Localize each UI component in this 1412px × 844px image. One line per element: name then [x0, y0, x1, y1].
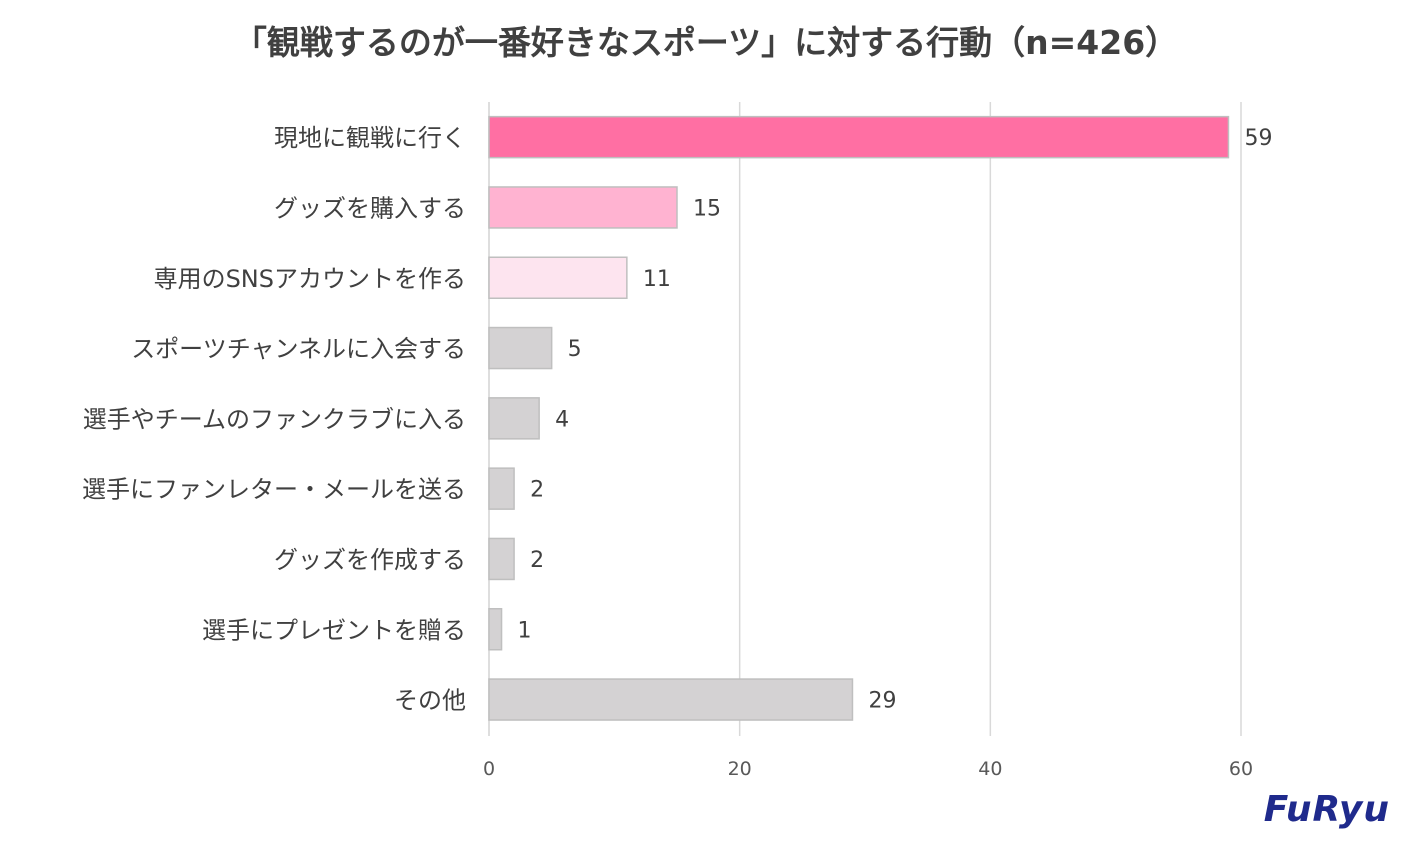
bar: [488, 115, 1230, 159]
bar: [488, 256, 628, 299]
x-axis-ticks: 0 20 40 60: [483, 758, 1253, 780]
chart-title: 「観戦するのが一番好きなスポーツ」に対する行動（n=426）: [233, 23, 1179, 62]
x-tick-label: 20: [728, 758, 752, 780]
bar: [488, 608, 503, 651]
data-label: 4: [555, 407, 569, 432]
category-label: その他: [394, 687, 466, 715]
data-label: 59: [1244, 126, 1272, 151]
bar: [488, 186, 678, 229]
category-label: グッズを購入する: [274, 194, 466, 222]
category-label: グッズを作成する: [274, 546, 466, 574]
category-label: 現地に観戦に行く: [274, 124, 466, 152]
category-label: 選手にファンレター・メールを送る: [82, 476, 466, 504]
x-tick-label: 60: [1229, 758, 1253, 780]
bar: [488, 537, 515, 581]
data-label: 1: [518, 618, 532, 643]
bar: [488, 467, 515, 510]
data-label: 2: [530, 548, 544, 573]
bar: [488, 326, 553, 370]
bar: [488, 678, 854, 721]
x-tick-label: 0: [483, 758, 495, 780]
data-label: 15: [693, 196, 721, 221]
data-label: 5: [568, 337, 582, 362]
category-label: 選手にプレゼントを贈る: [202, 616, 466, 644]
data-label: 2: [530, 478, 544, 503]
category-label: スポーツチャンネルに入会する: [131, 335, 466, 363]
x-tick-label: 40: [978, 758, 1002, 780]
category-label: 専用のSNSアカウントを作る: [154, 265, 466, 293]
bars: [488, 115, 1230, 721]
bar: [488, 397, 540, 440]
category-label: 選手やチームのファンクラブに入る: [83, 405, 466, 433]
data-label: 29: [868, 689, 896, 714]
data-labels: 59 15 11 5 4 2 2 1 29: [518, 126, 1273, 713]
furyu-logo: FuRyu: [1263, 789, 1390, 830]
data-label: 11: [643, 267, 671, 292]
category-labels: 現地に観戦に行くグッズを購入する専用のSNSアカウントを作るスポーツチャンネルに…: [82, 124, 466, 714]
